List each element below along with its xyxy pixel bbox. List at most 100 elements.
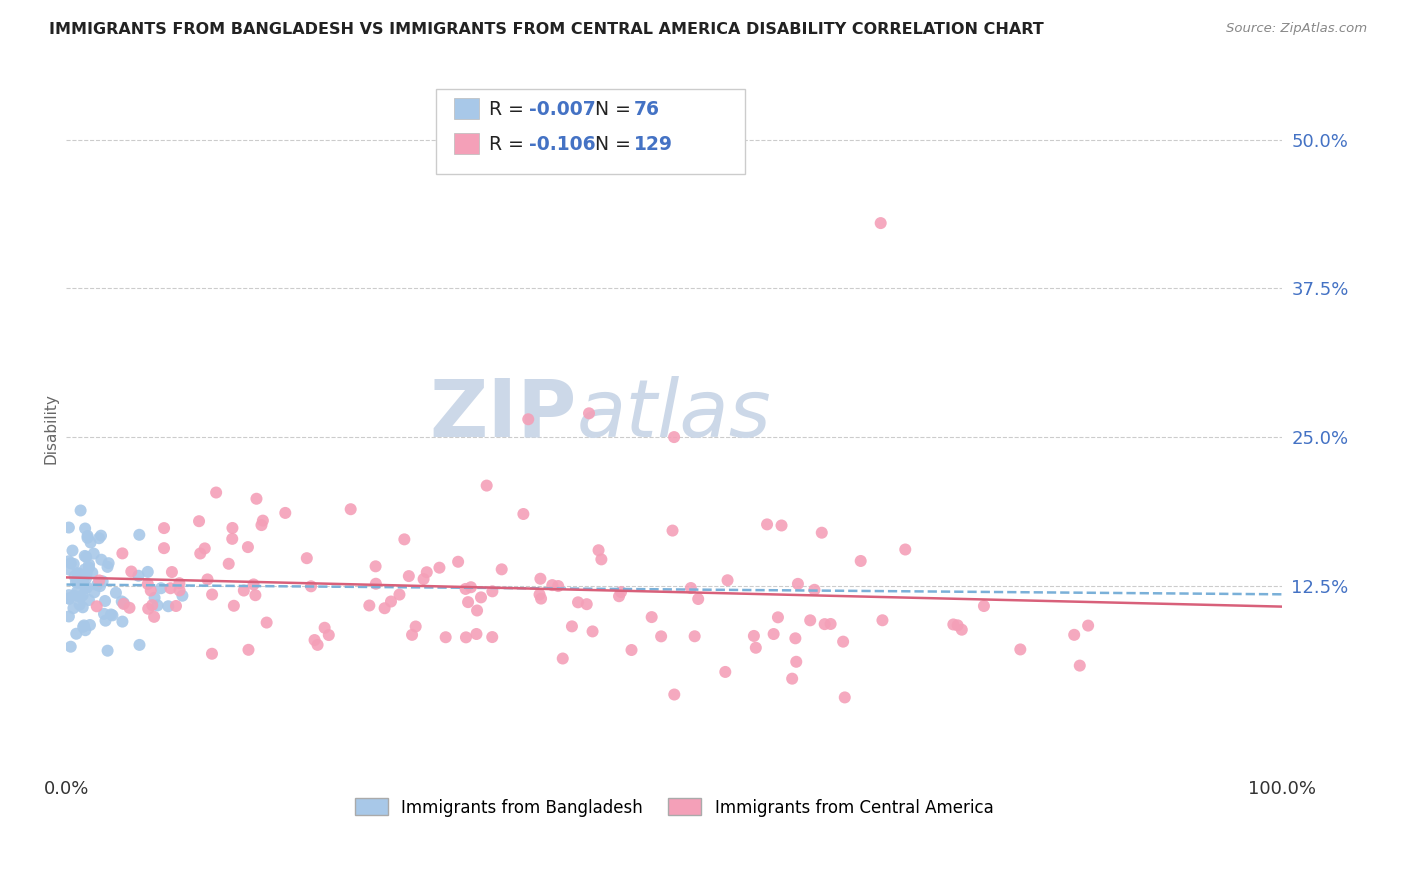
Immigrants from Central America	[245, 588, 267, 602]
Immigrants from Bangladesh	[66, 585, 89, 599]
Immigrants from Central America	[364, 576, 387, 591]
Immigrants from Central America	[460, 580, 482, 594]
Immigrants from Central America	[770, 518, 793, 533]
Immigrants from Central America	[304, 633, 326, 648]
Immigrants from Bangladesh	[94, 614, 117, 628]
Immigrants from Central America	[661, 524, 683, 538]
Immigrants from Central America	[188, 547, 211, 561]
Immigrants from Central America	[470, 591, 492, 605]
Text: atlas: atlas	[576, 376, 772, 453]
Immigrants from Bangladesh	[76, 566, 98, 581]
Immigrants from Bangladesh	[66, 575, 89, 590]
Immigrants from Central America	[465, 627, 488, 641]
Immigrants from Central America	[159, 581, 181, 595]
Immigrants from Central America	[222, 599, 245, 613]
Immigrants from Bangladesh	[58, 520, 80, 534]
Immigrants from Central America	[683, 629, 706, 643]
Text: R =: R =	[489, 100, 530, 120]
Immigrants from Central America	[221, 532, 243, 546]
Immigrants from Central America	[650, 629, 672, 643]
Immigrants from Central America	[118, 600, 141, 615]
Immigrants from Central America	[588, 543, 610, 558]
Immigrants from Central America	[832, 634, 855, 648]
Immigrants from Bangladesh	[90, 529, 112, 543]
Immigrants from Bangladesh	[97, 643, 120, 657]
Immigrants from Bangladesh	[111, 594, 134, 608]
Immigrants from Central America	[388, 588, 411, 602]
Immigrants from Central America	[318, 628, 340, 642]
Immigrants from Central America	[136, 577, 159, 591]
Immigrants from Central America	[799, 613, 821, 627]
Immigrants from Bangladesh	[76, 531, 98, 545]
Immigrants from Central America	[374, 601, 396, 615]
Immigrants from Bangladesh	[62, 543, 84, 558]
Y-axis label: Disability: Disability	[44, 392, 58, 464]
Immigrants from Bangladesh	[127, 568, 149, 582]
Immigrants from Bangladesh	[72, 620, 94, 634]
Immigrants from Central America	[742, 629, 765, 643]
Text: N =: N =	[595, 100, 637, 120]
Text: IMMIGRANTS FROM BANGLADESH VS IMMIGRANTS FROM CENTRAL AMERICA DISABILITY CORRELA: IMMIGRANTS FROM BANGLADESH VS IMMIGRANTS…	[49, 22, 1045, 37]
Immigrants from Bangladesh	[72, 573, 94, 587]
Immigrants from Bangladesh	[83, 585, 105, 599]
Immigrants from Bangladesh	[104, 586, 127, 600]
Immigrants from Bangladesh	[58, 562, 80, 576]
Immigrants from Central America	[143, 610, 166, 624]
Immigrants from Central America	[762, 627, 785, 641]
Immigrants from Central America	[89, 574, 111, 588]
Immigrants from Central America	[591, 552, 613, 566]
Immigrants from Bangladesh	[73, 618, 96, 632]
Immigrants from Central America	[607, 589, 630, 603]
Immigrants from Bangladesh	[72, 600, 94, 615]
Immigrants from Bangladesh	[58, 591, 80, 606]
Immigrants from Central America	[380, 594, 402, 608]
Immigrants from Central America	[136, 601, 159, 615]
Immigrants from Central America	[120, 565, 142, 579]
Immigrants from Bangladesh	[150, 581, 173, 595]
Immigrants from Central America	[766, 610, 789, 624]
Immigrants from Central America	[447, 555, 470, 569]
Immigrants from Central America	[238, 642, 260, 657]
Immigrants from Bangladesh	[58, 609, 80, 624]
Immigrants from Bangladesh	[69, 598, 91, 612]
Immigrants from Bangladesh	[93, 607, 115, 621]
Immigrants from Central America	[481, 630, 503, 644]
Immigrants from Bangladesh	[65, 626, 87, 640]
Immigrants from Central America	[814, 617, 837, 632]
Text: 129: 129	[634, 135, 673, 154]
Immigrants from Bangladesh	[146, 599, 169, 613]
Immigrants from Bangladesh	[59, 557, 82, 571]
Immigrants from Central America	[1077, 618, 1099, 632]
Immigrants from Bangladesh	[83, 547, 105, 561]
Immigrants from Bangladesh	[143, 591, 166, 605]
Immigrants from Central America	[547, 579, 569, 593]
Immigrants from Central America	[491, 562, 513, 576]
Immigrants from Bangladesh	[73, 549, 96, 563]
Immigrants from Central America	[394, 533, 416, 547]
Immigrants from Central America	[205, 485, 228, 500]
Immigrants from Central America	[567, 595, 589, 609]
Immigrants from Central America	[679, 581, 702, 595]
Immigrants from Central America	[153, 521, 176, 535]
Immigrants from Central America	[640, 610, 662, 624]
Immigrants from Central America	[242, 577, 264, 591]
Immigrants from Central America	[218, 557, 240, 571]
Immigrants from Central America	[973, 599, 995, 613]
Immigrants from Central America	[169, 583, 191, 598]
Immigrants from Bangladesh	[79, 618, 101, 632]
Immigrants from Bangladesh	[75, 522, 97, 536]
Text: -0.007: -0.007	[529, 100, 595, 120]
Immigrants from Bangladesh	[72, 588, 94, 602]
Text: -0.106: -0.106	[529, 135, 595, 154]
Immigrants from Bangladesh	[75, 549, 97, 564]
Immigrants from Central America	[165, 599, 187, 613]
Immigrants from Central America	[849, 554, 872, 568]
Immigrants from Central America	[454, 582, 477, 596]
Immigrants from Central America	[1063, 628, 1085, 642]
Immigrants from Bangladesh	[73, 562, 96, 576]
Immigrants from Bangladesh	[76, 529, 98, 543]
Text: R =: R =	[489, 135, 530, 154]
Immigrants from Central America	[359, 599, 381, 613]
Text: ZIP: ZIP	[430, 376, 576, 453]
Immigrants from Bangladesh	[90, 552, 112, 566]
